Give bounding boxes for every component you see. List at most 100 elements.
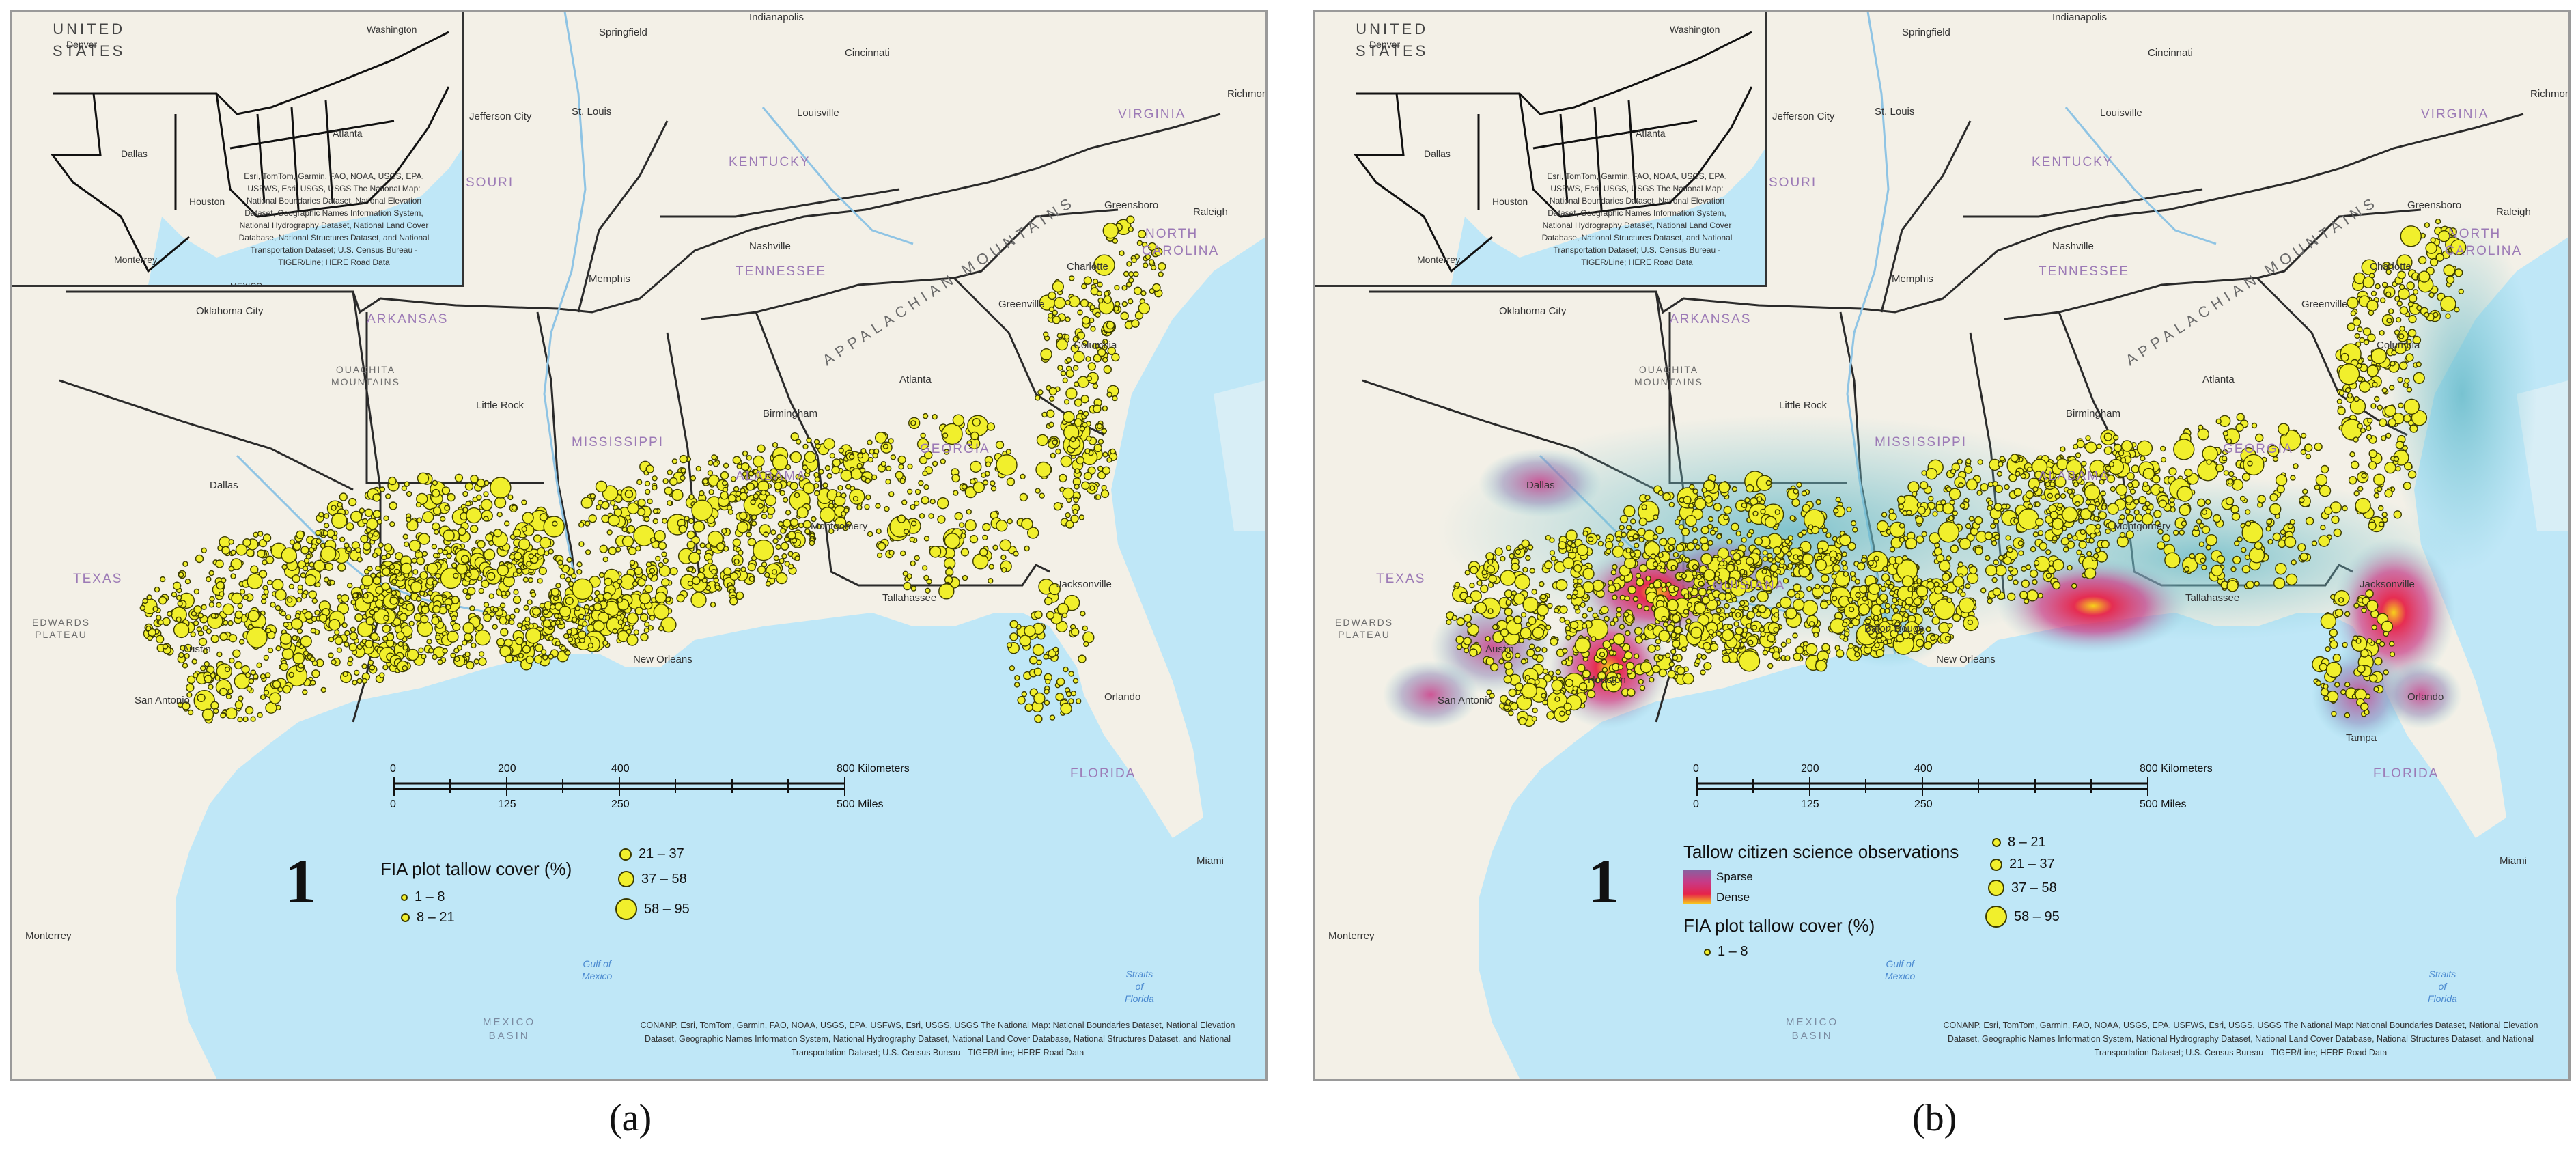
- fia-plot-point: [550, 604, 556, 610]
- fia-plot-point: [2183, 566, 2190, 572]
- fia-plot-point: [331, 505, 337, 511]
- fia-plot-point: [736, 521, 749, 533]
- fia-plot-point: [1101, 484, 1107, 491]
- fia-plot-point: [1670, 564, 1677, 571]
- fia-plot-point: [277, 686, 283, 693]
- fia-plot-point: [1928, 495, 1934, 502]
- label-b-missouri: SOURI: [1769, 176, 1817, 190]
- fia-plot-point: [1741, 637, 1747, 643]
- fia-plot-point: [606, 529, 613, 536]
- fia-plot-point: [2052, 536, 2058, 542]
- fia-plot-point: [921, 565, 928, 571]
- label-b-north-carolina-2: CAROLINA: [2445, 244, 2523, 258]
- fia-plot-point: [1610, 569, 1617, 576]
- fia-plot-point: [432, 654, 438, 661]
- fia-plot-point: [208, 570, 214, 576]
- fia-plot-point: [2318, 535, 2330, 547]
- fia-plot-point: [906, 573, 912, 579]
- fia-plot-point: [1652, 533, 1659, 540]
- fia-plot-point: [2205, 534, 2217, 546]
- fia-plot-point: [756, 466, 763, 472]
- fia-plot-point: [462, 588, 468, 594]
- fia-plot-point: [1713, 503, 1722, 512]
- fia-plot-point: [729, 597, 738, 606]
- fia-plot-point: [1670, 648, 1677, 654]
- inset-b-city-washington: Washington: [1670, 24, 1720, 35]
- fia-plot-point: [1073, 497, 1079, 503]
- fia-plot-point: [1948, 488, 1961, 500]
- fia-plot-point: [367, 532, 374, 539]
- fia-plot-point: [1763, 575, 1772, 584]
- fia-plot-point: [2300, 432, 2307, 439]
- fia-plot-point: [322, 530, 328, 536]
- fia-plot-point: [1037, 389, 1044, 395]
- city-b-new-orleans: New Orleans: [1936, 654, 1996, 665]
- fia-plot-point: [1794, 593, 1801, 599]
- fia-plot-point: [1520, 658, 1527, 665]
- fia-plot-point: [555, 641, 561, 647]
- fia-plot-point: [1074, 484, 1080, 490]
- city-b-greensboro: Greensboro: [2407, 199, 2462, 211]
- fia-plot-point: [516, 622, 523, 628]
- fia-plot-point: [1102, 405, 1108, 412]
- fia-plot-point: [1868, 583, 1881, 595]
- fia-plot-point: [589, 493, 596, 499]
- fia-plot-point: [289, 539, 296, 545]
- fia-plot-point: [302, 566, 309, 572]
- fia-plot-point: [2418, 255, 2427, 265]
- fia-plot-point: [652, 484, 658, 491]
- fia-plot-point: [292, 574, 300, 583]
- fia-plot-point: [146, 594, 152, 600]
- fia-plot-point: [2026, 589, 2039, 602]
- gulf-water: [176, 237, 1265, 1079]
- fia-plot-point: [565, 596, 574, 605]
- fia-plot-point: [2362, 276, 2375, 288]
- fia-plot-point: [2049, 510, 2058, 520]
- fia-plot-point: [746, 531, 752, 538]
- fia-plot-point: [711, 569, 717, 575]
- fia-plot-point: [2025, 564, 2032, 570]
- fia-plot-point: [193, 672, 199, 678]
- fia-plot-point: [1567, 540, 1573, 546]
- fia-plot-point: [1793, 583, 1802, 592]
- fia-plot-point: [1529, 568, 1535, 574]
- fia-plot-point: [265, 628, 272, 634]
- fia-plot-point: [1722, 654, 1731, 663]
- fia-plot-point: [1686, 602, 1693, 608]
- fia-plot-point: [1582, 581, 1595, 594]
- fia-plot-point: [176, 616, 182, 623]
- fia-plot-point: [516, 568, 522, 574]
- fia-plot-point: [1612, 617, 1619, 623]
- fia-plot-point: [785, 464, 792, 471]
- fia-plot-point: [385, 493, 391, 499]
- fia-plot-point: [654, 530, 666, 542]
- fia-plot-point: [1974, 516, 1983, 525]
- fia-plot-point: [1021, 518, 1033, 530]
- fia-plot-point: [464, 482, 474, 491]
- fia-plot-point: [766, 506, 776, 515]
- fia-plot-point: [221, 546, 230, 555]
- fia-plot-point: [1486, 565, 1496, 574]
- fia-plot-point: [802, 443, 809, 450]
- fia-plot-point: [2133, 499, 2140, 505]
- fia-plot-point: [2278, 423, 2290, 435]
- fia-plot-point: [2336, 398, 2343, 404]
- fia-plot-point: [522, 512, 534, 524]
- fia-plot-point: [735, 496, 742, 502]
- fia-plot-point: [1103, 365, 1112, 374]
- fia-plot-point: [383, 515, 389, 521]
- fia-plot-point: [710, 602, 716, 608]
- scale-b-mi-0: 0: [1693, 798, 1699, 810]
- inset-title-line1: UNITED: [53, 20, 126, 38]
- fia-plot-point: [178, 652, 184, 658]
- fia-plot-point: [2131, 464, 2140, 473]
- fia-plot-point: [1857, 561, 1866, 571]
- fia-plot-point: [346, 546, 352, 553]
- fia-plot-point: [344, 542, 350, 548]
- fia-plot-point: [1795, 645, 1804, 654]
- fia-plot-point: [246, 626, 268, 648]
- fia-plot-point: [1083, 471, 1093, 481]
- attribution-a: CONANP, Esri, TomTom, Garmin, FAO, NOAA,…: [640, 1020, 1235, 1057]
- fia-plot-point: [1655, 639, 1661, 645]
- fia-plot-point: [231, 592, 243, 604]
